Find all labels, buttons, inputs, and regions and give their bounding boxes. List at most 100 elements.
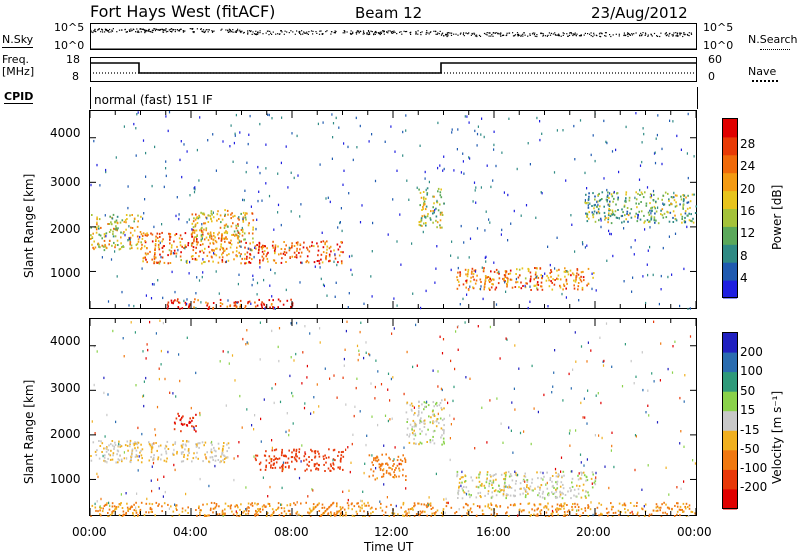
power-cell	[153, 256, 156, 259]
power-cell	[306, 255, 309, 258]
power-cell	[299, 243, 302, 246]
velocity-cell	[573, 494, 575, 497]
velocity-cell	[115, 506, 118, 509]
velocity-cell	[149, 506, 152, 509]
nsky-point	[310, 30, 313, 32]
velocity-speckle	[208, 484, 210, 488]
nsky-point	[168, 29, 170, 31]
velocity-cell	[555, 488, 557, 491]
nsky-point	[315, 31, 317, 33]
velocity-cell	[151, 511, 153, 513]
velocity-cell	[503, 472, 506, 475]
power-speckle	[638, 178, 641, 181]
nsky-point	[292, 31, 294, 33]
nsky-point	[321, 33, 323, 35]
velocity-cell	[332, 463, 335, 466]
nsky-point	[524, 34, 526, 36]
velocity-cell	[289, 513, 291, 516]
power-speckle	[474, 189, 476, 192]
power-cell	[239, 232, 241, 235]
velocity-cell	[402, 514, 404, 517]
velocity-cell	[575, 495, 577, 498]
velocity-cell	[99, 445, 102, 447]
nsky-point	[618, 33, 620, 35]
power-cell	[459, 273, 462, 276]
power-cell	[651, 206, 653, 209]
power-speckle	[679, 304, 681, 308]
power-cell	[435, 207, 437, 210]
velocity-cell	[564, 513, 566, 516]
power-speckle	[542, 275, 544, 278]
power-cell	[479, 278, 482, 281]
nsky-point	[159, 28, 161, 31]
power-speckle	[547, 245, 549, 248]
power-cell	[587, 198, 590, 200]
power-cell	[524, 277, 527, 280]
velocity-cell	[539, 495, 541, 498]
power-cell	[317, 245, 319, 248]
power-cell	[475, 279, 478, 282]
power-cell	[419, 191, 422, 194]
power-speckle	[463, 172, 465, 175]
power-speckle	[584, 246, 586, 249]
power-cell	[157, 261, 160, 264]
velocity-cell	[576, 484, 578, 487]
velocity-speckle	[142, 395, 144, 398]
nsky-point	[641, 35, 643, 37]
power-speckle	[127, 239, 129, 242]
velocity-cell	[413, 442, 415, 445]
nsky-point	[161, 29, 164, 31]
velocity-cell	[538, 503, 541, 506]
power-cell	[420, 217, 423, 220]
nsky-point	[618, 35, 620, 37]
power-speckle	[137, 111, 139, 114]
power-cell	[237, 241, 239, 244]
nsky-point	[383, 33, 385, 35]
velocity-cell	[505, 512, 507, 515]
power-cell	[647, 221, 650, 223]
velocity-speckle	[180, 420, 182, 423]
power-cell	[486, 276, 488, 279]
power-cell	[227, 259, 230, 262]
power-cell	[439, 224, 441, 227]
power-cell	[425, 224, 427, 227]
power-cell	[536, 288, 539, 291]
power-speckle	[142, 217, 144, 220]
velocity-cell	[493, 474, 496, 476]
nsky-point	[446, 35, 448, 38]
velocity-cell	[100, 507, 102, 510]
power-speckle	[368, 140, 370, 143]
velocity-cell	[509, 503, 512, 506]
velocity-speckle	[262, 476, 264, 479]
velocity-speckle	[219, 360, 221, 363]
velocity-cell	[419, 420, 422, 423]
velocity-cell	[528, 488, 531, 491]
power-cell	[263, 303, 266, 306]
power-cell	[494, 288, 497, 291]
power-speckle	[105, 234, 107, 238]
velocity-speckle	[106, 413, 108, 417]
power-cell	[105, 232, 108, 235]
velocity-cell	[295, 460, 298, 463]
power-cell	[456, 279, 459, 281]
velocity-cell	[413, 421, 416, 424]
power-speckle	[348, 192, 350, 195]
velocity-speckle	[186, 336, 188, 339]
velocity-cell	[108, 444, 110, 447]
power-speckle	[581, 241, 584, 244]
velocity-speckle	[222, 515, 224, 517]
velocity-cell	[368, 515, 371, 517]
power-cell	[136, 242, 139, 245]
power-speckle	[242, 217, 244, 220]
velocity-speckle	[437, 385, 439, 388]
power-cell	[608, 209, 610, 212]
power-cell	[200, 235, 203, 238]
power-cell	[186, 259, 188, 262]
power-cell	[612, 213, 615, 216]
velocity-cell	[224, 513, 226, 516]
nsky-point	[203, 31, 205, 33]
nsky-point	[173, 29, 175, 31]
power-cell	[626, 212, 628, 215]
power-cell	[210, 218, 212, 221]
nsky-point	[107, 30, 109, 32]
